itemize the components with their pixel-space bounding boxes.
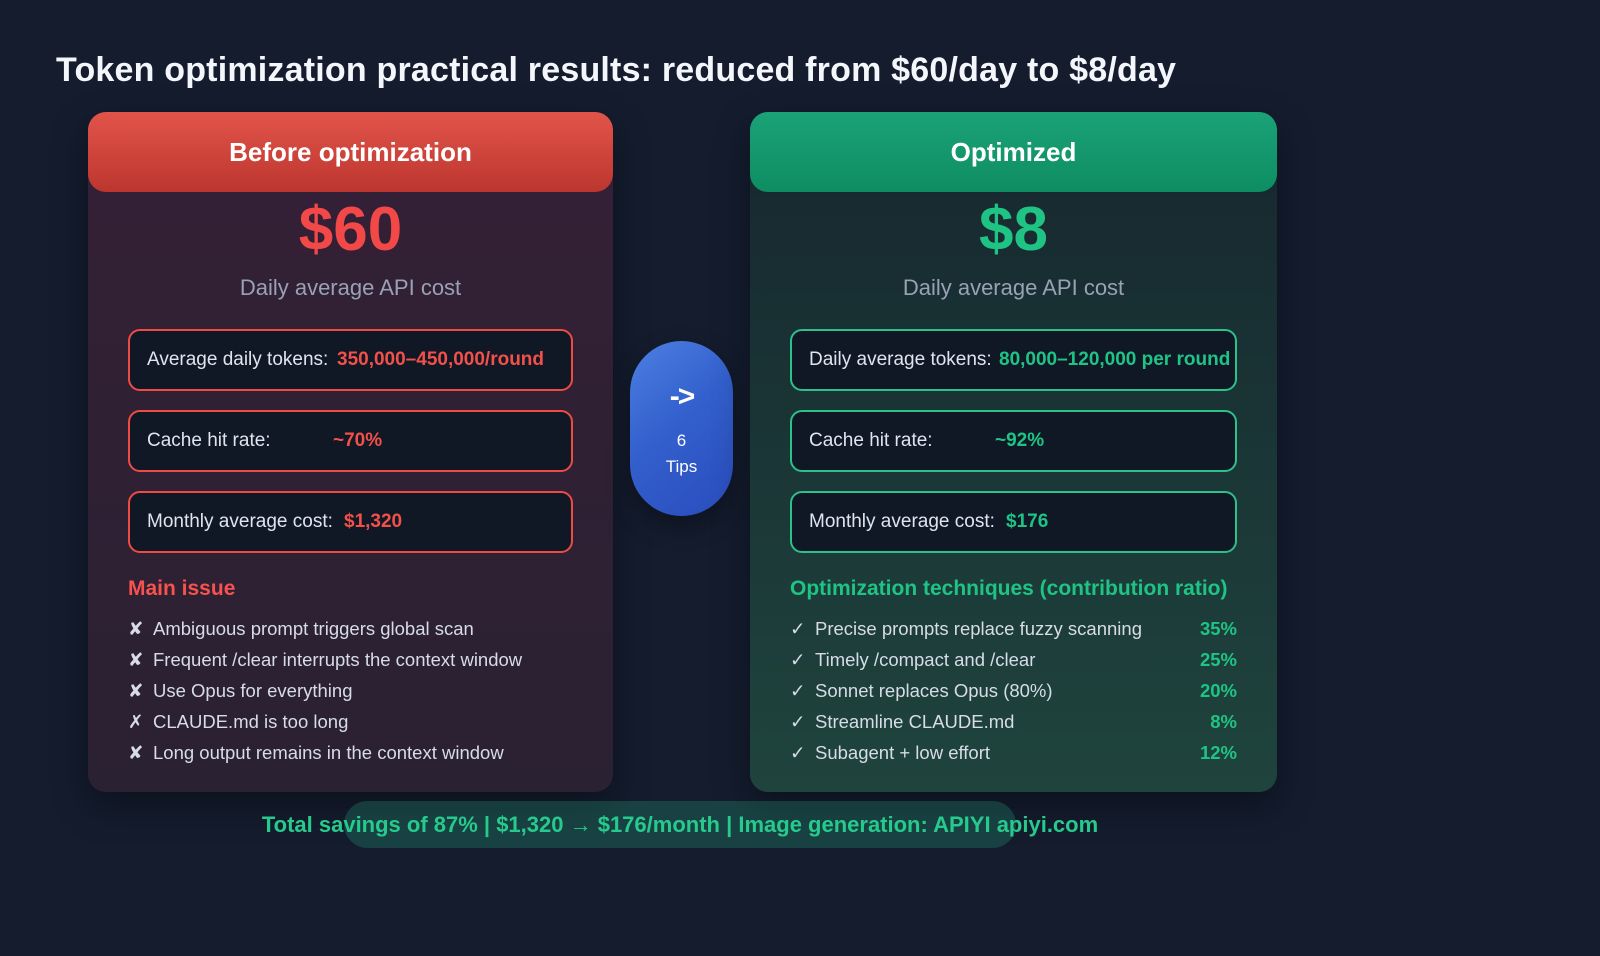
contribution-pct: 8% [1210, 710, 1237, 732]
contribution-pct: 20% [1199, 679, 1237, 701]
stat-value: 350,000–450,000/round [337, 349, 545, 371]
technique-item: ✓ Streamline CLAUDE.md 8% [790, 706, 1237, 737]
stat-average-daily-tokens: Average daily tokens: 350,000–450,000/ro… [128, 329, 573, 392]
check-icon: ✓ [790, 741, 806, 763]
issue-item: ✘ Ambiguous prompt triggers global scan [128, 613, 573, 644]
arrow-right-icon: -> [669, 380, 695, 413]
stat-daily-average-tokens: Daily average tokens: 80,000–120,000 per… [790, 329, 1237, 392]
cross-icon: ✘ [128, 679, 144, 701]
cross-icon: ✘ [128, 617, 144, 639]
stat-value: ~92% [995, 430, 1045, 452]
check-icon: ✓ [790, 648, 806, 670]
technique-text: Sonnet replaces Opus (80%) [815, 679, 1053, 701]
stat-label: Monthly average cost: [809, 511, 995, 533]
technique-text: Timely /compact and /clear [815, 648, 1036, 670]
optimized-cost-caption: Daily average API cost [902, 275, 1125, 301]
contribution-pct: 35% [1199, 617, 1237, 639]
technique-text: Subagent + low effort [815, 741, 991, 763]
tips-label: Tips [665, 457, 698, 476]
stat-monthly-average-cost: Monthly average cost: $176 [790, 491, 1237, 554]
issue-text: Long output remains in the context windo… [153, 741, 504, 763]
issue-item: ✘ Frequent /clear interrupts the context… [128, 644, 573, 675]
technique-text: Streamline CLAUDE.md [815, 710, 1015, 732]
stat-label: Cache hit rate: [147, 430, 271, 452]
stat-label: Monthly average cost: [147, 511, 333, 533]
contribution-pct: 12% [1199, 741, 1237, 763]
issue-text: Use Opus for everything [153, 679, 353, 701]
technique-item: ✓ Precise prompts replace fuzzy scanning… [790, 613, 1237, 644]
before-daily-cost: $60 [298, 195, 403, 264]
before-card: Before optimization $60 Daily average AP… [88, 112, 613, 792]
check-icon: ✓ [790, 679, 806, 701]
before-stats: Average daily tokens: 350,000–450,000/ro… [128, 329, 573, 554]
issue-list: ✘ Ambiguous prompt triggers global scan … [128, 613, 573, 768]
stat-value: $1,320 [344, 511, 403, 533]
optimized-daily-cost: $8 [979, 195, 1048, 264]
footer-summary-pill: Total savings of 87% | $1,320 → $176/mon… [262, 801, 1098, 848]
issue-text: Ambiguous prompt triggers global scan [153, 617, 474, 639]
issue-text: Frequent /clear interrupts the context w… [153, 648, 523, 670]
stat-value: 80,000–120,000 per round [999, 349, 1231, 371]
stat-cache-hit-rate: Cache hit rate: ~70% [128, 410, 573, 473]
stat-monthly-average-cost: Monthly average cost: $1,320 [128, 491, 573, 554]
issue-item: ✗ CLAUDE.md is too long [128, 706, 573, 737]
stat-label: Cache hit rate: [809, 430, 933, 452]
issue-item: ✘ Use Opus for everything [128, 675, 573, 706]
page-title: Token optimization practical results: re… [56, 50, 1177, 89]
optimized-card: Optimized $8 Daily average API cost Dail… [750, 112, 1277, 792]
technique-item: ✓ Sonnet replaces Opus (80%) 20% [790, 675, 1237, 706]
before-card-header: Before optimization [88, 112, 613, 192]
tips-badge: -> 6 Tips [630, 341, 733, 516]
technique-list: ✓ Precise prompts replace fuzzy scanning… [790, 613, 1237, 768]
tips-count: 6 [676, 431, 687, 450]
technique-text: Precise prompts replace fuzzy scanning [815, 617, 1142, 639]
cross-icon: ✘ [128, 741, 144, 763]
contribution-pct: 25% [1199, 648, 1237, 670]
check-icon: ✓ [790, 710, 806, 732]
optimized-card-header: Optimized [750, 112, 1277, 192]
cross-icon: ✘ [128, 648, 144, 670]
check-icon: ✓ [790, 617, 806, 639]
issue-item: ✘ Long output remains in the context win… [128, 737, 573, 768]
footer-summary-text: Total savings of 87% | $1,320 → $176/mon… [261, 811, 1099, 837]
stat-label: Daily average tokens: [809, 349, 992, 371]
stat-label: Average daily tokens: [147, 349, 329, 371]
technique-item: ✓ Timely /compact and /clear 25% [790, 644, 1237, 675]
optimized-stats: Daily average tokens: 80,000–120,000 per… [790, 329, 1237, 554]
stat-value: ~70% [333, 430, 383, 452]
before-cost-caption: Daily average API cost [239, 275, 462, 301]
optimization-techniques-title: Optimization techniques (contribution ra… [790, 577, 1228, 601]
cross-icon: ✗ [128, 710, 144, 732]
technique-item: ✓ Subagent + low effort 12% [790, 737, 1237, 768]
issue-text: CLAUDE.md is too long [153, 710, 349, 732]
stat-value: $176 [1006, 511, 1049, 533]
main-issue-title: Main issue [128, 577, 236, 601]
stat-cache-hit-rate: Cache hit rate: ~92% [790, 410, 1237, 473]
